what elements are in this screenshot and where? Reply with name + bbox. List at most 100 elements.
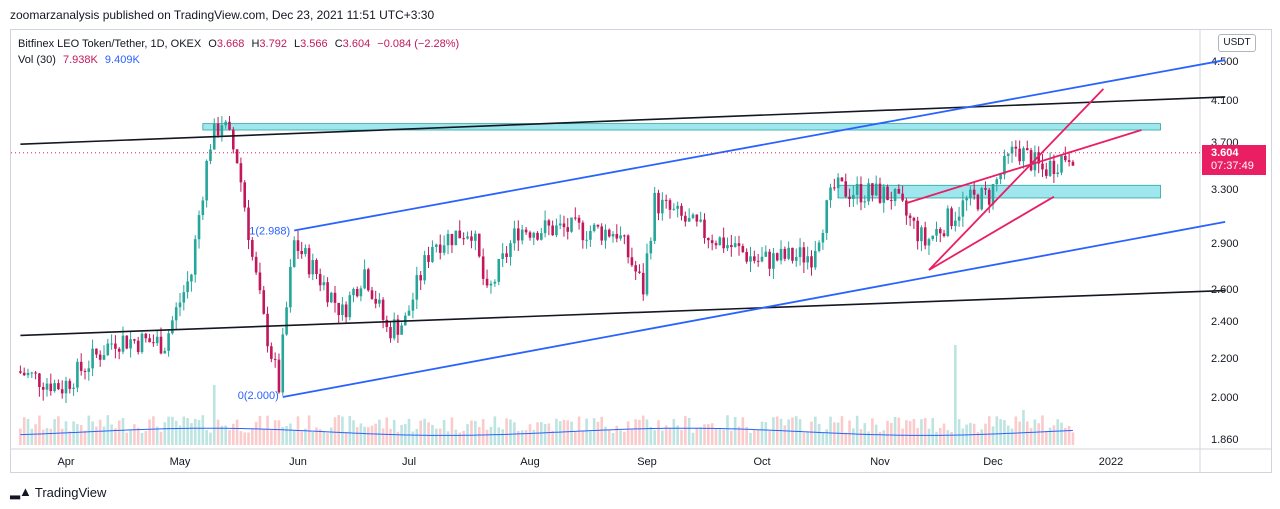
volume-bar	[129, 430, 132, 445]
candle-body	[273, 358, 277, 360]
candle-body	[344, 304, 348, 318]
volume-bar	[304, 428, 307, 445]
candle-body	[965, 198, 968, 201]
y-tick-label: 2.900	[1211, 238, 1239, 250]
x-tick-label: Apr	[57, 456, 74, 468]
candle-body	[392, 319, 396, 339]
candle-body	[352, 289, 355, 296]
volume-bar	[638, 419, 641, 445]
candle-body	[186, 281, 189, 293]
candle-body	[281, 334, 285, 393]
candle-body	[140, 333, 144, 353]
candle-body	[691, 214, 695, 218]
volume-bar	[344, 431, 348, 445]
volume-bar	[969, 422, 972, 445]
candle-body	[852, 194, 855, 200]
candle-body	[972, 189, 976, 195]
volume-bar	[772, 417, 775, 445]
candle-body	[102, 355, 106, 360]
candle-body	[718, 237, 722, 246]
candle-body	[741, 245, 745, 253]
candle-body	[791, 247, 794, 261]
volume-bar	[657, 420, 660, 445]
volume-bar	[174, 420, 178, 445]
volume-bar	[995, 416, 999, 445]
volume-bar	[285, 425, 288, 445]
volume-bar	[148, 419, 151, 445]
high-value: 3.792	[259, 38, 287, 50]
candle-body	[680, 205, 683, 216]
x-tick-label: Dec	[983, 456, 1003, 468]
x-tick-label: May	[170, 456, 191, 468]
volume-bar	[474, 421, 477, 445]
volume-bar	[159, 431, 163, 445]
candle-body	[247, 207, 250, 241]
candle-body	[228, 121, 231, 130]
volume-bar	[266, 415, 269, 445]
candle-body	[220, 125, 224, 136]
x-tick-label: Jul	[402, 456, 416, 468]
volume-bar	[733, 417, 737, 445]
footer-branding[interactable]: ▂▲ TradingView	[10, 484, 106, 500]
candle-body	[585, 239, 588, 241]
symbol-name[interactable]: Bitfinex LEO Token/Tether, 1D, OKEX	[18, 38, 202, 50]
volume-bar	[825, 429, 829, 445]
candle-body	[840, 177, 844, 182]
candle-body	[551, 225, 554, 236]
volume-bar	[600, 416, 604, 445]
volume-bar	[454, 429, 458, 445]
volume-bar	[289, 423, 292, 445]
volume-bar	[318, 429, 322, 445]
volume-bar	[95, 426, 98, 445]
candle-body	[148, 338, 151, 343]
x-tick-label: Aug	[520, 456, 540, 468]
candle-body	[630, 257, 634, 266]
candle-body	[367, 269, 370, 291]
candle-body	[76, 361, 79, 388]
volume-bar	[745, 427, 748, 445]
candle-body	[258, 272, 262, 291]
candle-body	[201, 200, 205, 216]
candle-body	[954, 220, 957, 227]
candle-body	[190, 274, 193, 282]
candle-body	[209, 149, 212, 161]
currency-button[interactable]: USDT	[1218, 34, 1256, 52]
low-label: L	[294, 38, 301, 50]
candle-body	[292, 240, 296, 267]
volume-bar	[927, 428, 931, 445]
candle-body	[57, 383, 60, 390]
candle-body	[528, 232, 532, 238]
candle-body	[905, 200, 908, 216]
candle-body	[296, 240, 300, 251]
candle-body	[45, 383, 49, 390]
candle-body	[311, 260, 315, 275]
candle-body	[363, 269, 366, 289]
candle-body	[435, 244, 438, 247]
candle-body	[277, 359, 281, 393]
candle-body	[829, 187, 832, 201]
candle-body	[653, 192, 656, 241]
volume-ma-line	[20, 427, 1073, 436]
candle-body	[1018, 148, 1021, 162]
volume-bar	[1071, 432, 1075, 445]
volume-bar	[718, 429, 722, 445]
candle-body	[1041, 163, 1044, 170]
volume-label[interactable]: Vol (30)	[18, 54, 56, 66]
volume-bar	[798, 419, 802, 445]
volume-bar	[848, 420, 851, 445]
candle-body	[174, 307, 178, 321]
candle-body	[1037, 152, 1040, 164]
candle-body	[49, 383, 53, 392]
candle-body	[833, 187, 836, 189]
candle-body	[1006, 153, 1010, 156]
volume-bar	[235, 419, 239, 445]
candle-body	[216, 123, 220, 136]
volume-bar	[501, 429, 504, 445]
volume-bar	[703, 424, 706, 445]
trend-line-blue	[282, 221, 1226, 398]
candle-body	[641, 272, 645, 295]
candle-body	[923, 227, 927, 246]
volume-bar	[938, 427, 942, 445]
volume-bar	[806, 431, 809, 445]
